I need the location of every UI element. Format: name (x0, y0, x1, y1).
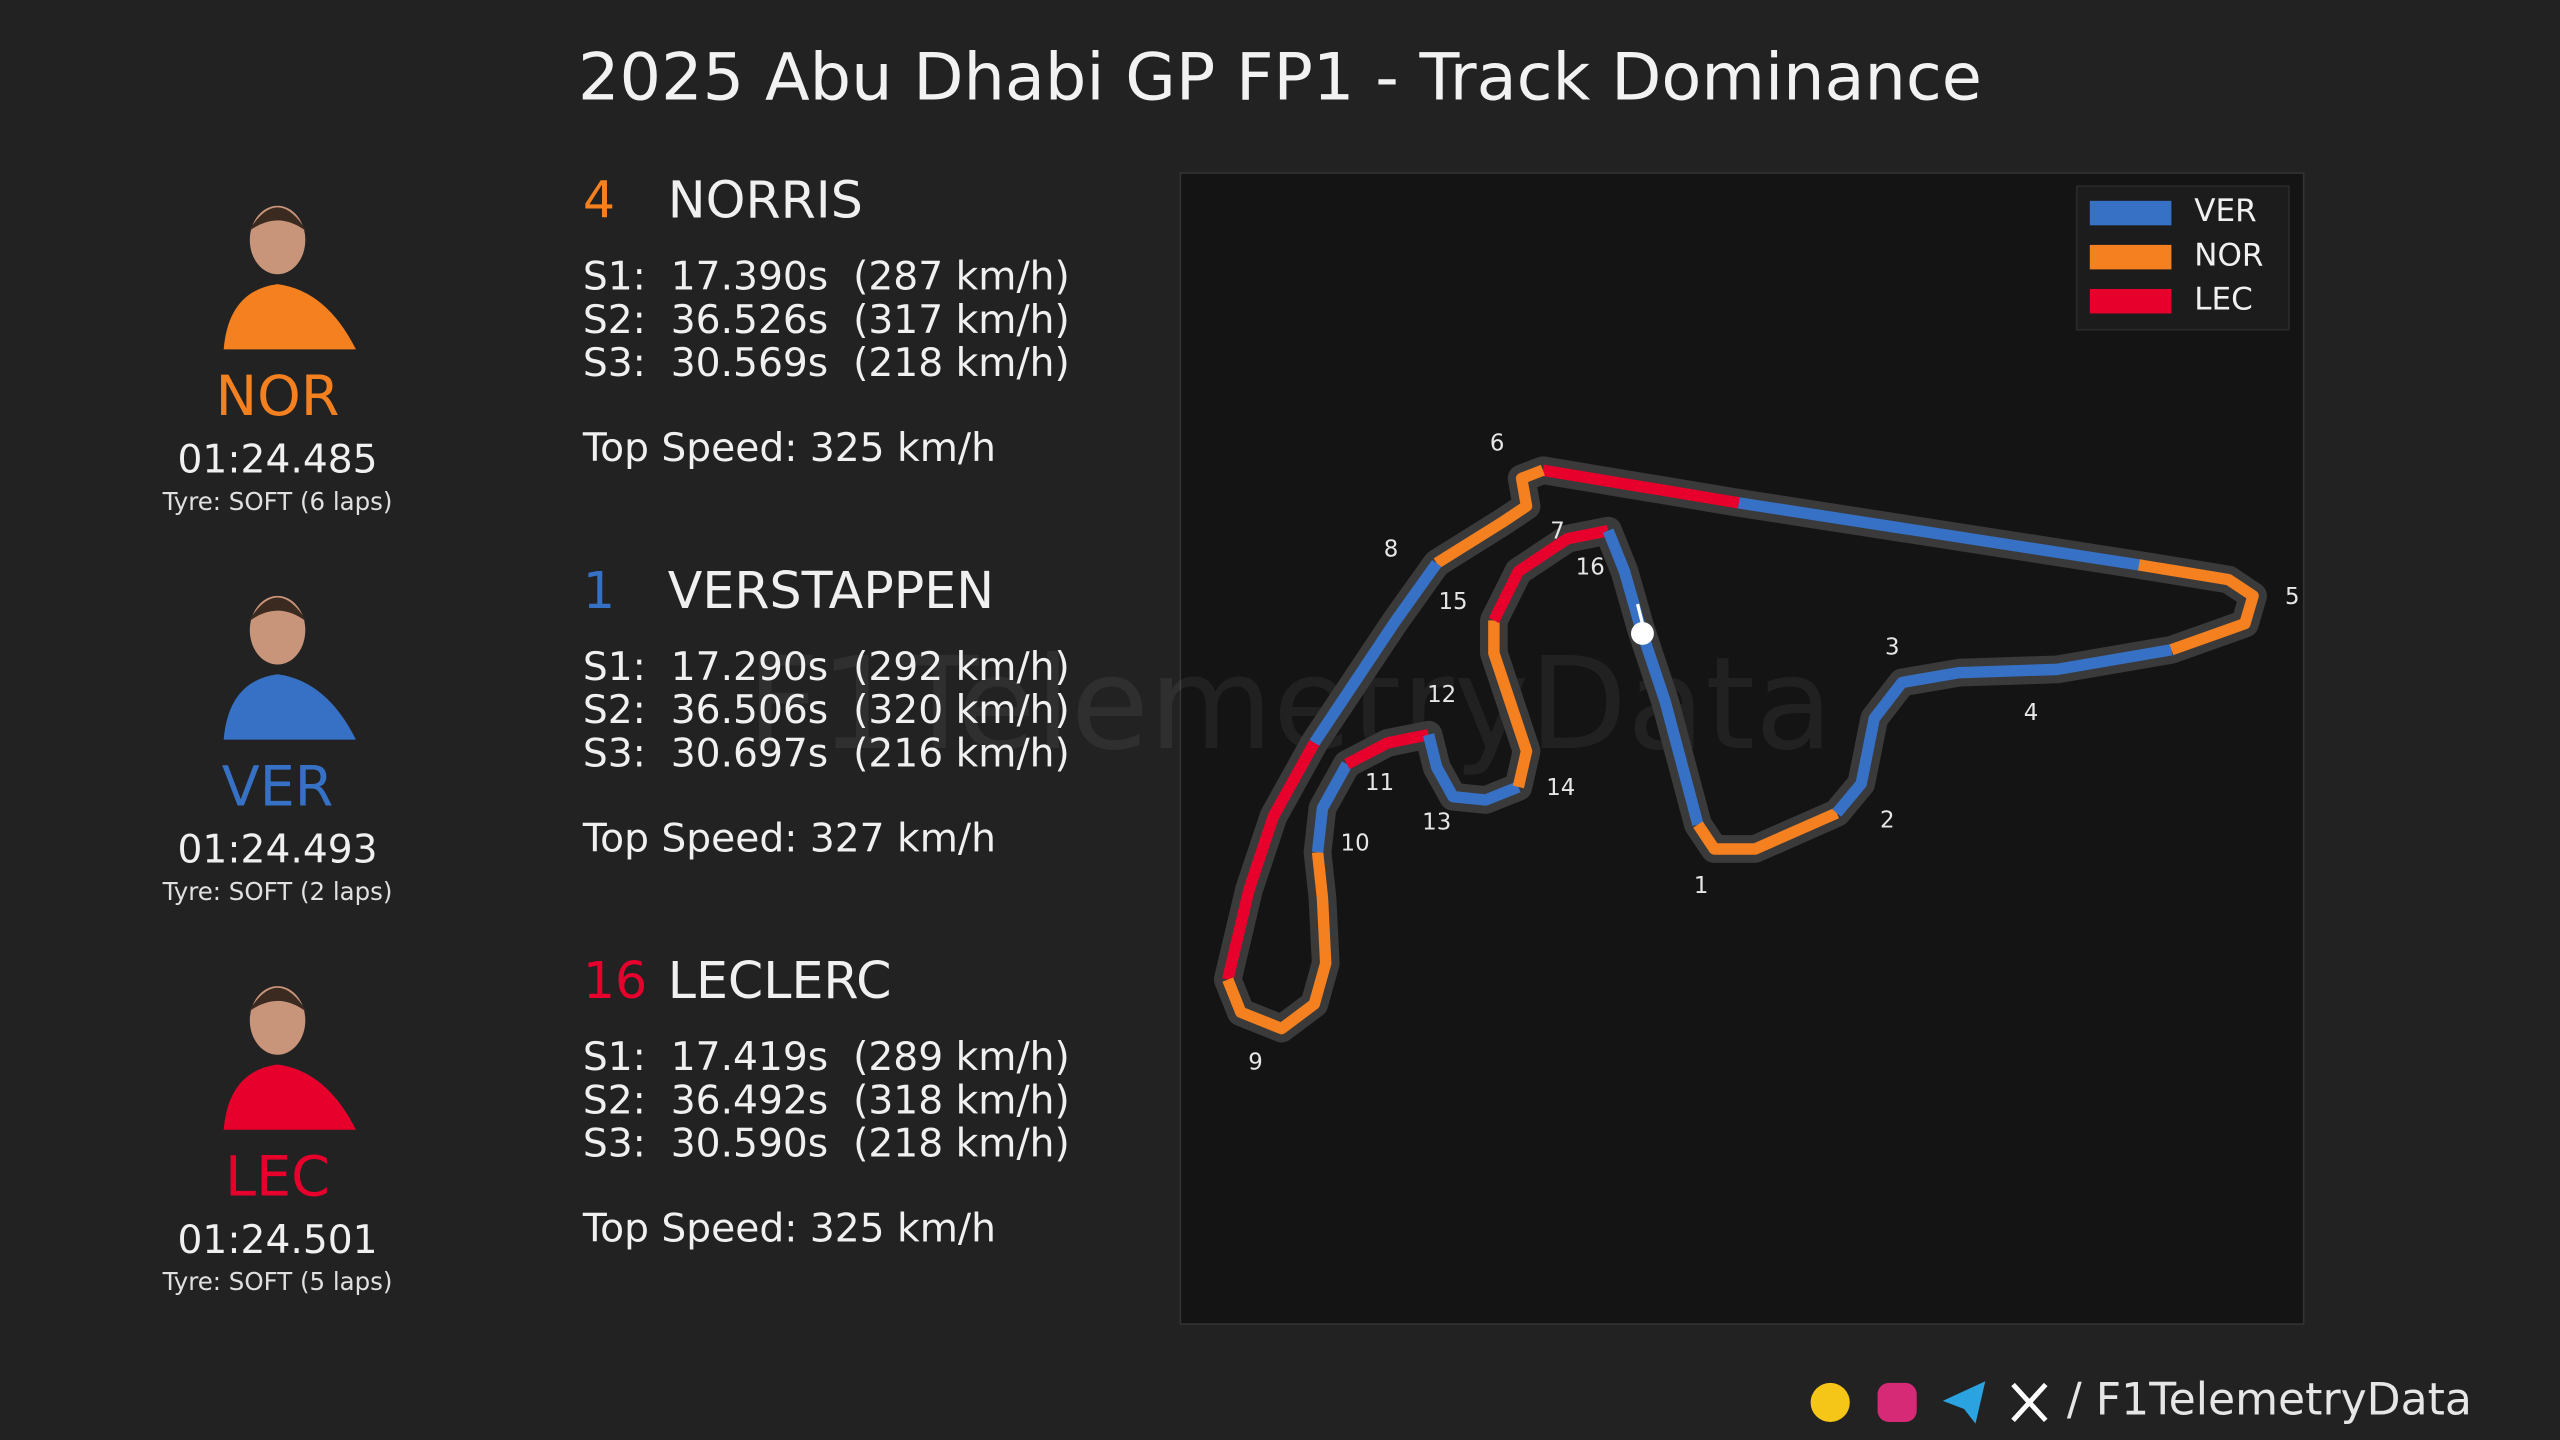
track-segment (1309, 559, 1442, 747)
corner-number: 2 (1880, 808, 1895, 834)
track-segment (1344, 729, 1430, 770)
track-segment (2137, 559, 2259, 656)
corner-number: 10 (1341, 831, 1370, 857)
track-segment (1488, 620, 1533, 789)
driver-card: NOR 01:24.485 Tyre: SOFT (6 laps) 4 NORRIS S1… (162, 171, 1070, 516)
legend-swatch (2089, 288, 2172, 314)
track-segment (1602, 528, 1647, 631)
corner-number: 12 (1427, 682, 1456, 708)
tyre-info: Tyre: SOFT (6 laps) (162, 487, 393, 516)
corner-number: 5 (2285, 584, 2300, 610)
top-speed: Top Speed: 327 km/h (582, 816, 996, 861)
tyre-info: Tyre: SOFT (2 laps) (162, 877, 393, 906)
top-speed: Top Speed: 325 km/h (582, 1207, 996, 1252)
driver-photo-body (223, 674, 356, 740)
sector-time: S3: 30.697s (216 km/h) (583, 731, 1070, 776)
track-segment (1635, 626, 1704, 826)
corner-number: 11 (1365, 770, 1394, 796)
icon-telegram (1942, 1381, 1986, 1424)
driver-photo-body (223, 284, 356, 350)
sector-time: S3: 30.590s (218 km/h) (583, 1122, 1070, 1167)
driver-card: VER 01:24.493 Tyre: SOFT (2 laps) 1 VERSTAPP… (162, 561, 1070, 906)
sector-time: S1: 17.419s (289 km/h) (583, 1035, 1070, 1080)
sector-time: S2: 36.492s (318 km/h) (583, 1078, 1070, 1123)
legend-label: LEC (2194, 281, 2253, 317)
legend-label: NOR (2194, 237, 2263, 273)
driver-name: LECLERC (668, 951, 892, 1010)
track-segment (1423, 733, 1521, 806)
sector-time: S1: 17.290s (292 km/h) (583, 645, 1070, 690)
track-segment (1311, 761, 1352, 853)
corner-number: 9 (1248, 1049, 1263, 1075)
track-segment (1832, 644, 2173, 817)
driver-number: 16 (583, 951, 647, 1010)
lap-time: 01:24.493 (177, 828, 377, 873)
corner-number: 7 (1550, 519, 1565, 545)
corner-number: 16 (1576, 555, 1605, 581)
corner-number: 8 (1384, 537, 1399, 563)
legend-swatch (2089, 200, 2172, 226)
legend-label: VER (2194, 193, 2256, 229)
driver-name: NORRIS (668, 171, 863, 230)
track-segment (1737, 497, 2140, 571)
track-segment (1693, 807, 1840, 855)
footer-icons (1810, 1381, 2048, 1424)
track-segment (1222, 851, 1332, 1035)
corner-number: 14 (1546, 775, 1575, 801)
driver-photo-hair (248, 207, 307, 232)
track-segment (1222, 740, 1320, 981)
driver-name: VERSTAPPEN (668, 561, 994, 620)
driver-photo-hair (248, 987, 307, 1013)
driver-number: 4 (583, 171, 615, 230)
top-speed: Top Speed: 325 km/h (582, 426, 996, 471)
corner-number: 13 (1422, 809, 1451, 835)
sector-time: S2: 36.506s (320 km/h) (583, 688, 1070, 733)
track-segment (1433, 464, 1545, 569)
start-marker (1631, 622, 1654, 645)
sector-time: S2: 36.526s (317 km/h) (583, 298, 1070, 343)
sector-time: S3: 30.569s (218 km/h) (583, 341, 1070, 386)
driver-code: LEC (225, 1145, 330, 1210)
driver-photo-body (223, 1064, 356, 1130)
driver-code: VER (222, 754, 334, 819)
tyre-info: Tyre: SOFT (5 laps) (162, 1267, 393, 1296)
corner-number: 4 (2024, 700, 2039, 726)
sector-time: S1: 17.390s (287 km/h) (583, 255, 1070, 300)
driver-photo-hair (248, 597, 307, 623)
icon-instagram (1877, 1382, 1917, 1423)
title: 2025 Abu Dhabi GP FP1 - Track Dominance (578, 40, 1982, 116)
lap-time: 01:24.485 (177, 438, 377, 483)
driver-code: NOR (216, 364, 340, 429)
icon-x (2011, 1382, 2048, 1423)
corner-number: 1 (1694, 873, 1709, 899)
corner-number: 15 (1439, 589, 1468, 615)
driver-number: 1 (583, 561, 615, 620)
lap-time: 01:24.501 (177, 1218, 377, 1263)
track-segment (1488, 525, 1610, 623)
icon-coffee (1810, 1382, 1850, 1423)
footer-handle: / F1TelemetryData (2067, 1374, 2472, 1425)
corner-number: 6 (1490, 431, 1505, 457)
track-segment (1541, 464, 1740, 509)
corner-number: 3 (1885, 635, 1900, 661)
driver-card: LEC 01:24.501 Tyre: SOFT (5 laps) 16 LECLERC… (162, 951, 1070, 1296)
start-arrow (1635, 603, 1645, 625)
legend-swatch (2089, 244, 2172, 270)
